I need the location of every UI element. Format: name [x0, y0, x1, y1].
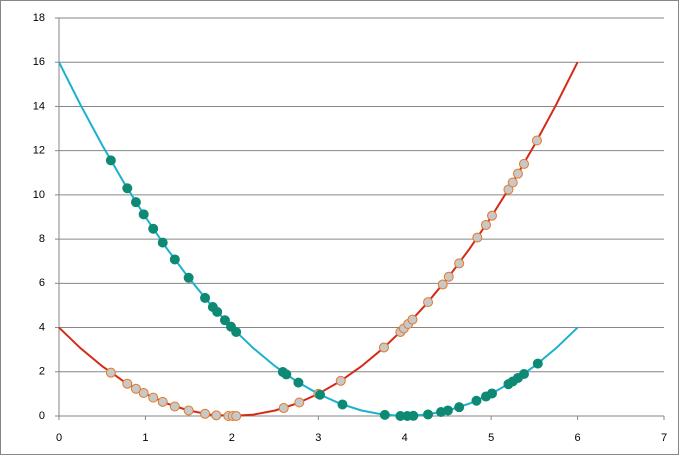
y-tick-label: 6 — [39, 277, 45, 289]
point — [294, 397, 305, 408]
point — [442, 405, 453, 416]
point — [212, 306, 223, 317]
point — [532, 358, 543, 369]
point — [378, 342, 389, 353]
point — [105, 155, 116, 166]
point — [503, 184, 514, 195]
point — [437, 279, 448, 290]
x-tick-label: 4 — [402, 432, 408, 444]
point — [407, 314, 418, 325]
point — [157, 396, 168, 407]
x-tick-label: 2 — [229, 432, 235, 444]
y-tick-label: 12 — [33, 145, 45, 157]
x-tick-label: 0 — [56, 432, 62, 444]
point — [281, 369, 292, 380]
point — [454, 402, 465, 413]
point — [531, 135, 542, 146]
y-tick-label: 16 — [33, 56, 45, 68]
point — [507, 177, 518, 188]
x-tick-label: 5 — [488, 432, 494, 444]
point — [335, 375, 346, 386]
point — [130, 197, 141, 208]
point — [169, 254, 180, 265]
point — [122, 378, 133, 389]
point — [487, 210, 498, 221]
y-tick-label: 10 — [33, 189, 45, 201]
point — [443, 271, 454, 282]
point — [211, 410, 222, 421]
point — [423, 297, 434, 308]
point — [157, 237, 168, 248]
point — [472, 232, 483, 243]
point — [138, 388, 149, 399]
point — [138, 209, 149, 220]
point — [454, 258, 465, 269]
point — [480, 219, 491, 230]
point — [518, 368, 529, 379]
y-tick-label: 4 — [39, 321, 45, 333]
point — [423, 409, 434, 420]
point — [293, 377, 304, 388]
point — [148, 223, 159, 234]
y-tick-label: 8 — [39, 233, 45, 245]
y-tick-label: 0 — [39, 410, 45, 422]
point — [200, 408, 211, 419]
point — [337, 399, 348, 410]
x-tick-label: 1 — [142, 432, 148, 444]
x-tick-label: 3 — [315, 432, 321, 444]
point — [315, 389, 326, 400]
point — [183, 405, 194, 416]
point — [278, 403, 289, 414]
point — [148, 392, 159, 403]
point — [408, 410, 419, 421]
point — [471, 395, 482, 406]
point — [183, 272, 194, 283]
point — [518, 158, 529, 169]
y-tick-label: 14 — [33, 100, 45, 112]
point — [487, 388, 498, 399]
x-tick-label: 6 — [575, 432, 581, 444]
point — [379, 409, 390, 420]
point — [512, 168, 523, 179]
y-tick-label: 18 — [33, 12, 45, 24]
point — [219, 315, 230, 326]
point — [169, 401, 180, 412]
x-tick-label: 7 — [661, 432, 667, 444]
point — [130, 383, 141, 394]
point — [231, 411, 242, 421]
point — [105, 367, 116, 378]
point — [231, 326, 242, 337]
point — [200, 292, 211, 303]
point — [122, 183, 133, 194]
y-tick-label: 2 — [39, 366, 45, 378]
